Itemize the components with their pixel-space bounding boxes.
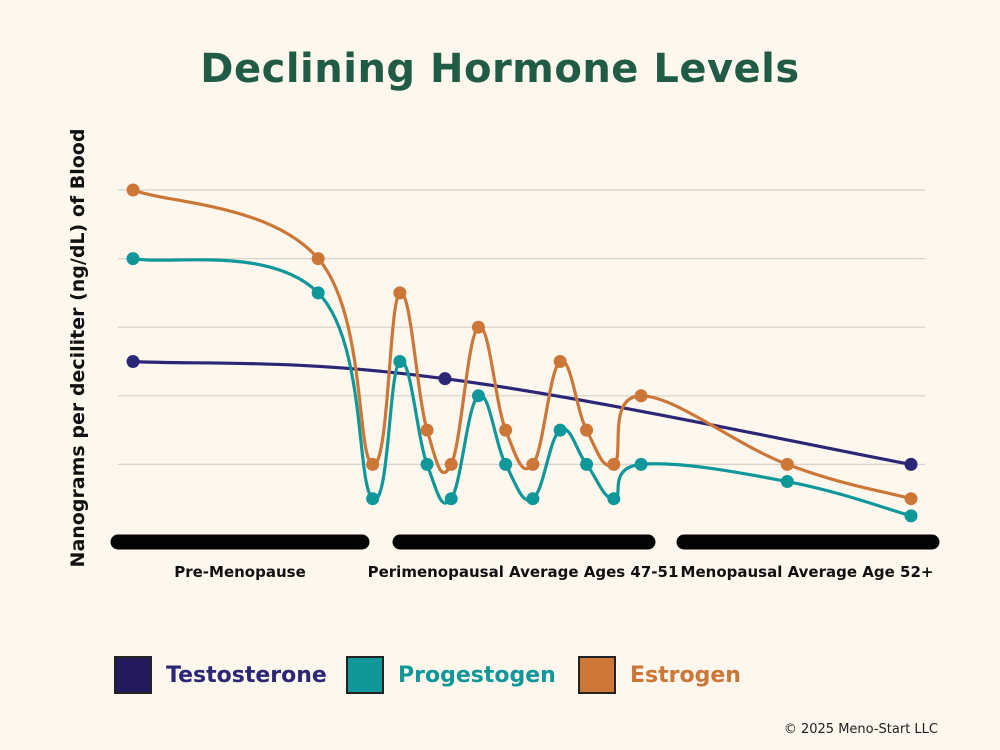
- series-lines: [132, 188, 912, 518]
- chart-title: Declining Hormone Levels: [200, 46, 800, 92]
- legend-swatch: [114, 656, 152, 694]
- data-point-progestogen-9: [553, 423, 567, 437]
- legend-item-estrogen: Estrogen: [578, 656, 741, 694]
- data-point-progestogen-6: [471, 389, 485, 403]
- data-point-progestogen-5: [444, 492, 458, 506]
- data-point-progestogen-2: [366, 492, 380, 506]
- data-point-estrogen-4: [420, 423, 434, 437]
- data-point-progestogen-1: [311, 286, 325, 300]
- gridlines: [118, 189, 925, 465]
- data-point-estrogen-5: [444, 457, 458, 471]
- legend-item-progestogen: Progestogen: [346, 656, 556, 694]
- data-point-estrogen-12: [634, 389, 648, 403]
- data-point-estrogen-9: [553, 355, 567, 368]
- data-point-progestogen-10: [580, 457, 594, 471]
- phase-label-peri: Perimenopausal Average Ages 47-51: [367, 563, 679, 581]
- series-line-progestogen: [132, 257, 912, 518]
- data-point-estrogen-13: [780, 457, 794, 471]
- series-line-testosterone: [132, 359, 912, 466]
- legend-label: Estrogen: [630, 662, 741, 688]
- data-point-estrogen-10: [580, 423, 594, 437]
- legend-label: Progestogen: [398, 662, 556, 688]
- legend-label: Testosterone: [166, 662, 327, 688]
- data-point-progestogen-7: [499, 457, 513, 471]
- phase-label-pre: Pre-Menopause: [174, 563, 306, 581]
- data-point-estrogen-7: [499, 423, 513, 437]
- data-point-estrogen-2: [366, 457, 380, 471]
- series-points: [126, 183, 918, 523]
- data-point-estrogen-3: [393, 286, 407, 300]
- data-point-estrogen-14: [904, 492, 918, 506]
- data-point-testosterone-1: [438, 372, 452, 386]
- data-point-testosterone-0: [126, 355, 140, 368]
- copyright-text: © 2025 Meno-Start LLC: [783, 722, 938, 737]
- legend-item-testosterone: Testosterone: [114, 656, 327, 694]
- data-point-progestogen-13: [780, 475, 794, 489]
- data-point-estrogen-1: [311, 252, 325, 266]
- data-point-progestogen-4: [420, 457, 434, 471]
- data-point-progestogen-12: [634, 457, 648, 471]
- data-point-estrogen-6: [471, 320, 485, 334]
- data-point-estrogen-8: [526, 457, 540, 471]
- data-point-progestogen-0: [126, 252, 140, 266]
- legend-swatch: [346, 656, 384, 694]
- data-point-estrogen-0: [126, 183, 140, 197]
- data-point-progestogen-11: [607, 492, 621, 506]
- series-line-estrogen: [132, 188, 912, 501]
- legend: Testosterone Progestogen Estrogen: [0, 656, 1000, 696]
- data-point-progestogen-14: [904, 509, 918, 523]
- data-point-progestogen-3: [393, 355, 407, 368]
- legend-swatch: [578, 656, 616, 694]
- data-point-estrogen-11: [607, 457, 621, 471]
- data-point-progestogen-8: [526, 492, 540, 506]
- data-point-testosterone-2: [904, 457, 918, 471]
- phase-label-meno: Menopausal Average Age 52+: [680, 563, 934, 581]
